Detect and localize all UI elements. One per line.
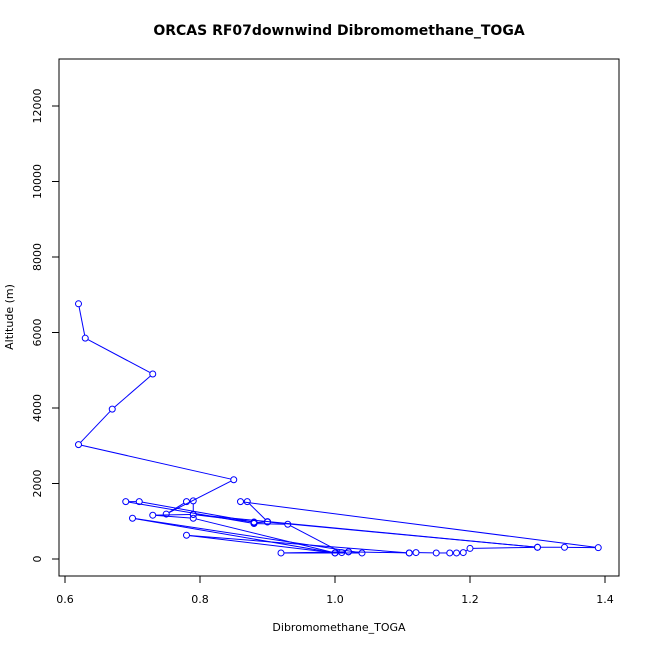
series-segment bbox=[78, 306, 86, 336]
x-tick-label: 0.6 bbox=[56, 593, 74, 606]
data-point bbox=[75, 300, 82, 308]
data-point bbox=[405, 549, 413, 557]
series-segment bbox=[155, 514, 191, 516]
data-point bbox=[412, 549, 420, 557]
series-segment bbox=[189, 535, 333, 554]
data-point bbox=[331, 549, 339, 557]
y-axis-label: Altitude (m) bbox=[3, 284, 16, 350]
series-segment bbox=[256, 523, 285, 525]
y-tick-label: 8000 bbox=[31, 243, 44, 271]
data-point bbox=[594, 544, 602, 552]
data-point bbox=[338, 549, 346, 557]
y-tick-label: 4000 bbox=[31, 394, 44, 422]
data-point bbox=[237, 498, 244, 506]
data-point bbox=[466, 544, 474, 552]
series-segment bbox=[128, 501, 252, 524]
data-point bbox=[453, 549, 460, 557]
series-segment bbox=[243, 501, 596, 548]
data-point bbox=[108, 405, 116, 413]
x-axis-label: Dibromomethane_TOGA bbox=[272, 621, 406, 634]
chart-title: ORCAS RF07downwind Dibromomethane_TOGA bbox=[153, 23, 524, 39]
y-tick-label: 6000 bbox=[31, 319, 44, 347]
data-point bbox=[135, 498, 143, 506]
series-segment bbox=[135, 518, 360, 554]
data-point bbox=[250, 519, 258, 527]
y-tick-label: 0 bbox=[31, 556, 44, 563]
data-point bbox=[446, 549, 454, 557]
series-segment bbox=[351, 551, 407, 554]
data-point bbox=[230, 476, 238, 484]
y-tick-label: 2000 bbox=[31, 470, 44, 498]
data-point bbox=[358, 549, 366, 557]
series-segment bbox=[155, 514, 191, 519]
data-point bbox=[149, 511, 157, 519]
data-point bbox=[75, 441, 82, 449]
series-segment bbox=[283, 551, 346, 554]
data-point bbox=[277, 549, 285, 557]
x-tick-label: 1.2 bbox=[461, 593, 479, 606]
data-point bbox=[561, 543, 568, 551]
data-point bbox=[149, 370, 157, 378]
series-segment bbox=[168, 480, 232, 514]
y-tick-label: 10000 bbox=[31, 164, 44, 199]
data-point bbox=[129, 514, 136, 522]
data-point bbox=[81, 334, 89, 342]
x-axis: 0.6 0.8 1.0 1.2 1.4 bbox=[56, 575, 614, 606]
data-point bbox=[534, 543, 541, 551]
data-point bbox=[264, 518, 271, 526]
data-point bbox=[183, 498, 190, 506]
series-segment bbox=[189, 534, 407, 554]
x-tick-label: 1.4 bbox=[596, 593, 614, 606]
series-segment bbox=[114, 375, 151, 408]
data-point bbox=[162, 510, 170, 518]
data-point bbox=[189, 497, 197, 505]
y-tick-label: 12000 bbox=[31, 89, 44, 124]
data-point bbox=[183, 531, 190, 539]
series-segment bbox=[80, 410, 111, 443]
y-axis: 0 2000 4000 6000 8000 10000 12000 bbox=[31, 89, 60, 563]
data-point bbox=[189, 514, 197, 522]
series-segment bbox=[87, 339, 151, 374]
data-point bbox=[243, 498, 251, 506]
series-segment bbox=[472, 546, 535, 549]
series-points bbox=[75, 300, 602, 557]
series-lines bbox=[78, 306, 596, 554]
series-segment bbox=[81, 444, 231, 480]
plot-frame bbox=[58, 58, 620, 577]
data-point bbox=[189, 510, 197, 518]
data-point bbox=[459, 549, 467, 557]
x-tick-label: 0.8 bbox=[191, 593, 209, 606]
data-point bbox=[284, 520, 292, 528]
data-point bbox=[432, 549, 440, 557]
data-point bbox=[122, 498, 130, 506]
series-segment bbox=[290, 525, 340, 552]
series-segment bbox=[249, 503, 266, 520]
series-segment bbox=[196, 518, 333, 553]
x-tick-label: 1.0 bbox=[326, 593, 344, 606]
series-segment bbox=[135, 518, 333, 553]
data-point bbox=[345, 548, 352, 556]
